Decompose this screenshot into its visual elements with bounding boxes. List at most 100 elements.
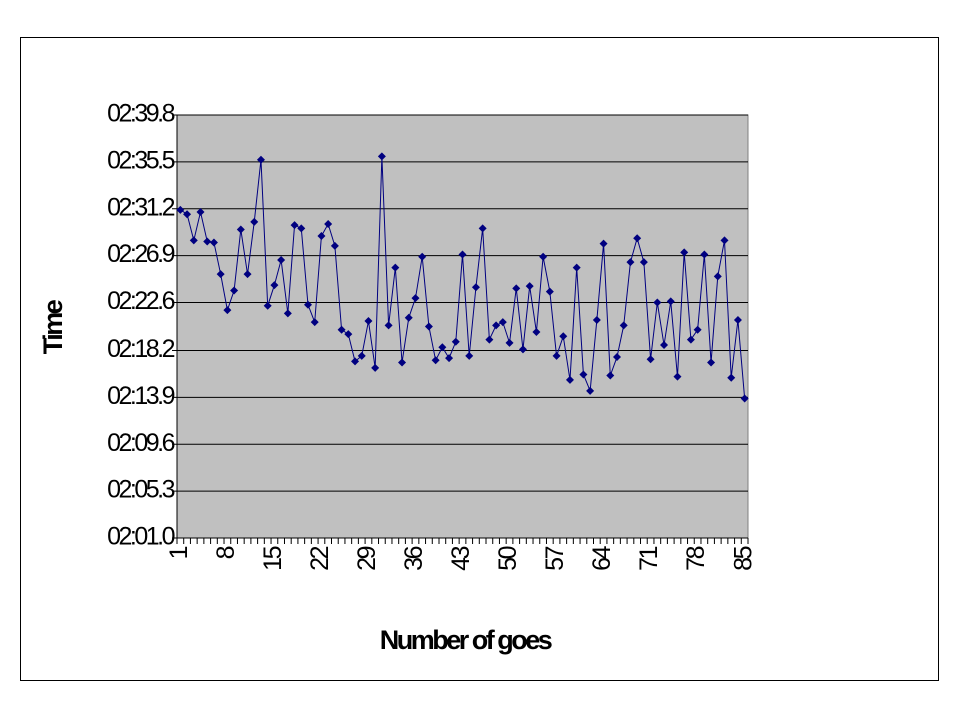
x-tick-label: 15 xyxy=(259,546,287,570)
data-point xyxy=(552,351,561,360)
data-point xyxy=(230,286,239,295)
data-point xyxy=(384,321,393,330)
data-point xyxy=(498,318,507,327)
data-point xyxy=(740,394,749,403)
data-point xyxy=(290,221,299,230)
data-point xyxy=(713,272,722,281)
data-point xyxy=(458,250,467,259)
data-point xyxy=(411,294,420,303)
x-tick-label: 22 xyxy=(306,546,334,570)
y-tick-label: 02:13.9 xyxy=(107,382,175,410)
data-point xyxy=(646,355,655,364)
data-point xyxy=(505,338,514,347)
data-point xyxy=(404,313,413,322)
data-point xyxy=(471,283,480,292)
data-point xyxy=(431,356,440,365)
data-point xyxy=(592,315,601,324)
data-point xyxy=(565,375,574,384)
data-point xyxy=(391,263,400,272)
y-tick-label: 02:18.2 xyxy=(107,335,175,363)
data-point xyxy=(492,321,501,330)
data-point xyxy=(176,205,185,214)
data-point xyxy=(686,335,695,344)
data-point xyxy=(303,300,312,309)
x-tick-label: 57 xyxy=(541,546,569,570)
x-tick-label: 8 xyxy=(212,546,240,559)
data-point xyxy=(720,236,729,245)
data-point xyxy=(619,321,628,330)
data-point xyxy=(613,353,622,362)
data-point xyxy=(377,152,386,161)
data-point xyxy=(270,281,279,290)
data-point xyxy=(512,284,521,293)
data-point xyxy=(559,332,568,341)
x-tick-label: 36 xyxy=(400,546,428,570)
data-point xyxy=(572,263,581,272)
data-point xyxy=(666,297,675,306)
data-point xyxy=(310,318,319,327)
data-point xyxy=(606,371,615,380)
data-point xyxy=(183,210,192,219)
data-point xyxy=(545,287,554,296)
data-point xyxy=(727,373,736,382)
data-point xyxy=(324,220,333,229)
data-point xyxy=(357,351,366,360)
data-point xyxy=(263,301,272,310)
y-tick-label: 02:31.2 xyxy=(107,193,175,221)
y-axis-title: Time xyxy=(38,299,68,354)
data-point xyxy=(633,234,642,243)
plot-area xyxy=(176,114,749,539)
data-point xyxy=(599,239,608,248)
data-point xyxy=(424,322,433,331)
data-point xyxy=(236,225,245,234)
data-point xyxy=(297,224,306,233)
data-point xyxy=(317,232,326,241)
data-point xyxy=(351,357,360,366)
data-point xyxy=(700,250,709,259)
data-point xyxy=(196,208,205,217)
data-point xyxy=(539,252,548,261)
data-point xyxy=(525,282,534,291)
data-point xyxy=(223,306,232,315)
x-tick-label: 78 xyxy=(682,546,710,570)
data-point xyxy=(693,325,702,334)
data-point xyxy=(733,315,742,324)
data-point xyxy=(445,354,454,363)
data-point xyxy=(518,345,527,354)
data-point xyxy=(418,252,427,261)
x-tick-label: 50 xyxy=(494,546,522,570)
data-point xyxy=(371,363,380,372)
data-point xyxy=(478,224,487,233)
data-point xyxy=(653,298,662,307)
data-point xyxy=(398,358,407,367)
y-tick-label: 02:35.5 xyxy=(107,146,175,174)
data-point xyxy=(707,358,716,367)
data-point xyxy=(660,341,669,350)
data-point xyxy=(203,237,212,246)
y-tick-label: 02:39.8 xyxy=(107,100,175,128)
y-tick-label: 02:05.3 xyxy=(107,476,175,504)
data-point xyxy=(451,337,460,346)
data-point xyxy=(277,255,286,264)
data-point xyxy=(639,258,648,267)
y-tick-label: 02:26.9 xyxy=(107,240,175,268)
data-point xyxy=(243,270,252,279)
data-point xyxy=(364,317,373,326)
data-point xyxy=(673,372,682,381)
x-tick-label: 29 xyxy=(353,546,381,570)
data-point xyxy=(344,330,353,339)
data-point xyxy=(485,335,494,344)
data-point xyxy=(283,309,292,318)
data-point xyxy=(256,155,265,164)
data-point xyxy=(465,351,474,360)
x-tick-label: 85 xyxy=(729,546,757,570)
data-point xyxy=(586,386,595,395)
data-point xyxy=(209,238,218,247)
data-point xyxy=(680,248,689,257)
data-point xyxy=(579,370,588,379)
data-point xyxy=(250,217,259,226)
data-point xyxy=(532,327,541,336)
data-point xyxy=(189,236,198,245)
y-tick-label: 02:01.0 xyxy=(107,523,175,551)
